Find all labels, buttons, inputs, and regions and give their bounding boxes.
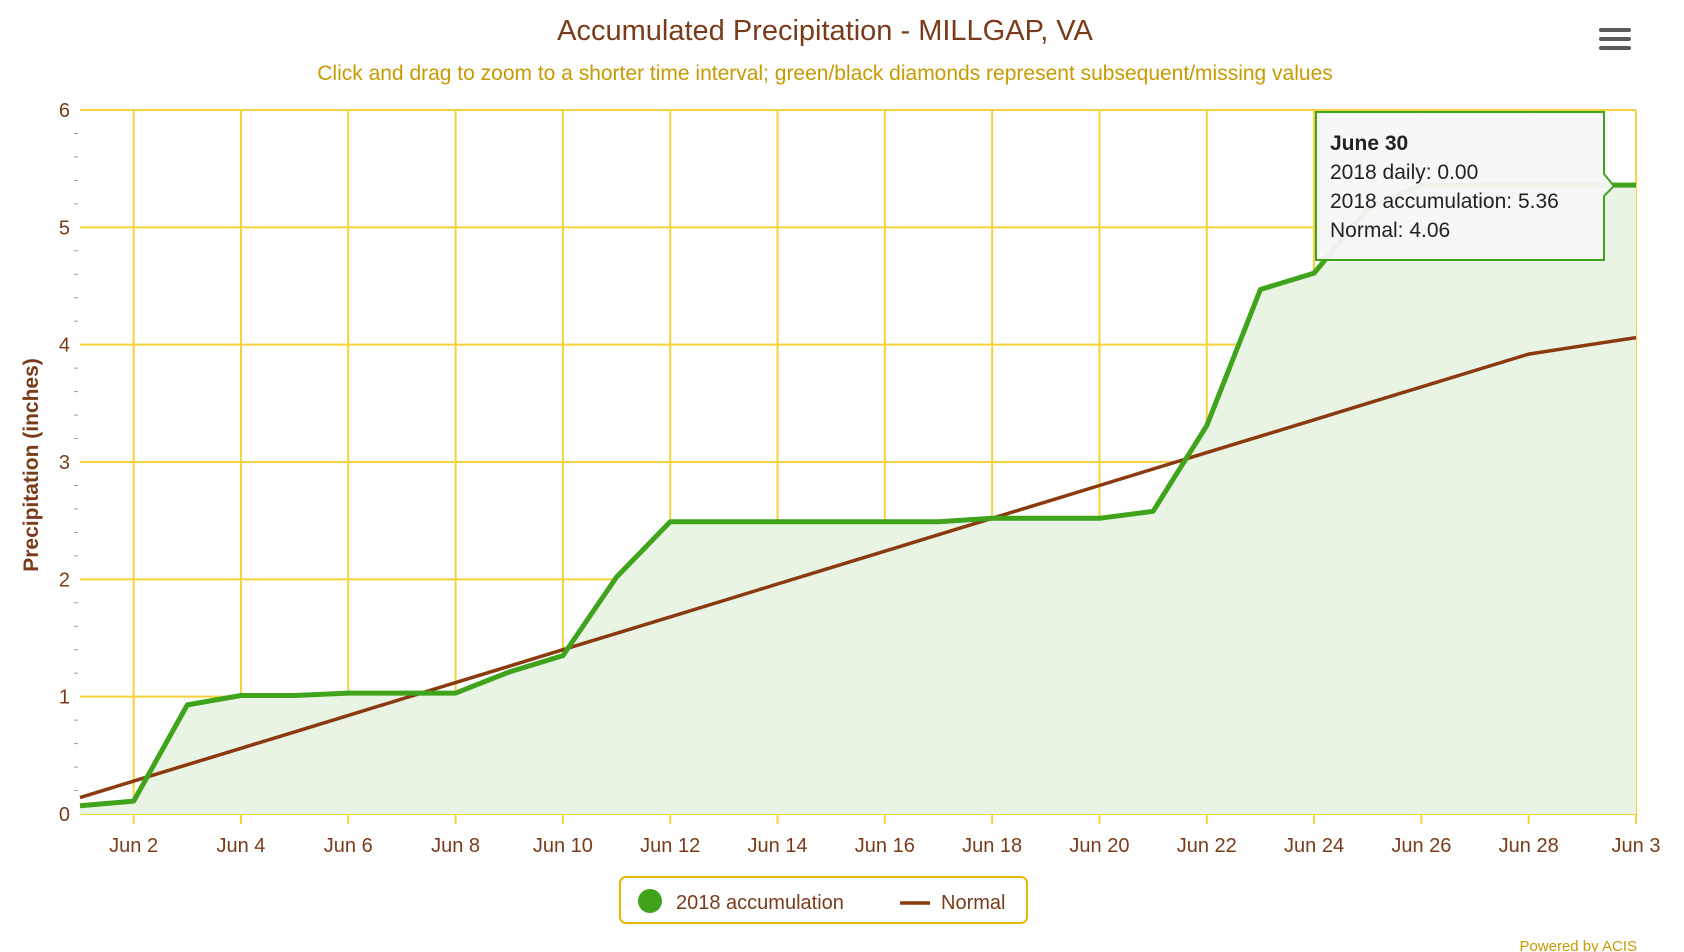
legend: 2018 accumulation Normal xyxy=(619,876,1028,924)
point-2018-accumulation[interactable] xyxy=(131,798,137,804)
point-normal[interactable] xyxy=(935,532,941,538)
x-tick-label: Jun 2 xyxy=(109,835,158,857)
point-normal[interactable] xyxy=(1043,499,1049,505)
point-2018-accumulation[interactable] xyxy=(1043,515,1049,521)
point-normal[interactable] xyxy=(1204,450,1210,456)
point-2018-accumulation[interactable] xyxy=(1150,508,1156,514)
x-tick-label: Jun 16 xyxy=(855,835,915,857)
x-tick-label: Jun 18 xyxy=(962,835,1022,857)
legend-item-normal[interactable]: Normal xyxy=(900,892,1005,914)
x-tick-label: Jun 28 xyxy=(1499,835,1559,857)
tooltip: June 30 2018 daily: 0.00 2018 accumulati… xyxy=(1315,111,1616,261)
point-normal[interactable] xyxy=(882,548,888,554)
point-normal[interactable] xyxy=(614,630,620,636)
point-normal[interactable] xyxy=(828,565,834,571)
point-normal[interactable] xyxy=(560,647,566,653)
point-normal[interactable] xyxy=(77,795,83,801)
legend-item-2018-accumulation[interactable]: 2018 accumulation xyxy=(638,889,844,914)
y-axis-ticks: 0 1 2 3 4 5 6 xyxy=(59,100,70,826)
point-normal[interactable] xyxy=(399,696,405,702)
point-2018-accumulation[interactable] xyxy=(882,519,888,525)
point-normal[interactable] xyxy=(131,778,137,784)
point-normal[interactable] xyxy=(1526,351,1532,357)
point-normal[interactable] xyxy=(989,515,995,521)
point-normal[interactable] xyxy=(1472,367,1478,373)
point-normal[interactable] xyxy=(1150,466,1156,472)
point-normal[interactable] xyxy=(1311,417,1317,423)
point-2018-accumulation[interactable] xyxy=(1096,515,1102,521)
point-2018-accumulation[interactable] xyxy=(77,803,83,809)
point-normal[interactable] xyxy=(1365,400,1371,406)
y-tick-label: 3 xyxy=(59,452,70,474)
y-tick-label: 2 xyxy=(59,569,70,591)
point-2018-accumulation[interactable] xyxy=(560,653,566,659)
legend-label-normal: Normal xyxy=(941,892,1005,914)
point-2018-accumulation[interactable] xyxy=(721,519,727,525)
x-tick-label: Jun 24 xyxy=(1284,835,1344,857)
x-tick-label: Jun 4 xyxy=(216,835,265,857)
legend-label-accumulation: 2018 accumulation xyxy=(676,892,844,914)
point-normal[interactable] xyxy=(775,581,781,587)
y-tick-label: 4 xyxy=(59,335,70,357)
point-normal[interactable] xyxy=(721,597,727,603)
y-tick-label: 5 xyxy=(59,217,70,239)
series-line-normal[interactable] xyxy=(79,335,1637,800)
y-tick-label: 0 xyxy=(59,804,70,826)
y-axis-title: Precipitation (inches) xyxy=(20,358,43,572)
credit-link[interactable]: Powered by ACIS xyxy=(1519,938,1637,952)
legend-marker-accumulation xyxy=(638,889,662,913)
point-normal[interactable] xyxy=(238,745,244,751)
point-normal[interactable] xyxy=(1579,343,1585,349)
point-normal[interactable] xyxy=(506,663,512,669)
point-normal[interactable] xyxy=(345,712,351,718)
chart-subtitle: Click and drag to zoom to a shorter time… xyxy=(317,62,1333,85)
tooltip-title: June 30 xyxy=(1330,132,1408,155)
tooltip-line-daily: 2018 daily: 0.00 xyxy=(1330,161,1478,184)
point-normal[interactable] xyxy=(292,729,298,735)
x-axis-ticks: Jun 2 Jun 4 Jun 6 Jun 8 Jun 10 Jun 12 Jun 14 Ju… xyxy=(109,835,1660,857)
legend-box xyxy=(619,876,1028,924)
x-tick-label: Jun 6 xyxy=(324,835,373,857)
point-normal[interactable] xyxy=(1096,482,1102,488)
point-2018-accumulation[interactable] xyxy=(453,690,459,696)
point-2018-accumulation[interactable] xyxy=(667,519,673,525)
point-2018-accumulation[interactable] xyxy=(345,690,351,696)
point-normal[interactable] xyxy=(184,762,190,768)
accumulation-area xyxy=(80,185,1636,815)
point-2018-accumulation[interactable] xyxy=(828,519,834,525)
point-2018-accumulation[interactable] xyxy=(1311,270,1317,276)
chart-title: Accumulated Precipitation - MILLGAP, VA xyxy=(557,15,1093,47)
x-tick-label: Jun 8 xyxy=(431,835,480,857)
x-tick-label: Jun 3 xyxy=(1612,835,1661,857)
point-2018-accumulation[interactable] xyxy=(1633,182,1639,188)
hamburger-menu-icon[interactable] xyxy=(1598,26,1632,52)
point-2018-accumulation[interactable] xyxy=(238,692,244,698)
tooltip-box xyxy=(1315,111,1616,261)
point-2018-accumulation[interactable] xyxy=(1257,287,1263,293)
x-tick-label: Jun 26 xyxy=(1391,835,1451,857)
x-tick-label: Jun 12 xyxy=(640,835,700,857)
x-tick-label: Jun 14 xyxy=(747,835,807,857)
point-normal[interactable] xyxy=(1257,433,1263,439)
point-2018-accumulation[interactable] xyxy=(1204,423,1210,429)
point-normal[interactable] xyxy=(1418,384,1424,390)
point-2018-accumulation[interactable] xyxy=(935,519,941,525)
point-normal[interactable] xyxy=(667,614,673,620)
point-normal[interactable] xyxy=(1633,335,1639,341)
point-2018-accumulation[interactable] xyxy=(184,702,190,708)
point-2018-accumulation[interactable] xyxy=(506,669,512,675)
point-2018-accumulation[interactable] xyxy=(399,690,405,696)
tooltip-line-normal: Normal: 4.06 xyxy=(1330,219,1450,242)
tooltip-line-accumulation: 2018 accumulation: 5.36 xyxy=(1330,190,1559,213)
x-tick-label: Jun 22 xyxy=(1177,835,1237,857)
point-2018-accumulation[interactable] xyxy=(292,692,298,698)
y-tick-label: 6 xyxy=(59,100,70,122)
point-normal[interactable] xyxy=(453,680,459,686)
x-tick-label: Jun 20 xyxy=(1069,835,1129,857)
x-tick-label: Jun 10 xyxy=(533,835,593,857)
point-2018-accumulation[interactable] xyxy=(614,574,620,580)
point-2018-accumulation[interactable] xyxy=(775,519,781,525)
y-tick-label: 1 xyxy=(59,687,70,709)
